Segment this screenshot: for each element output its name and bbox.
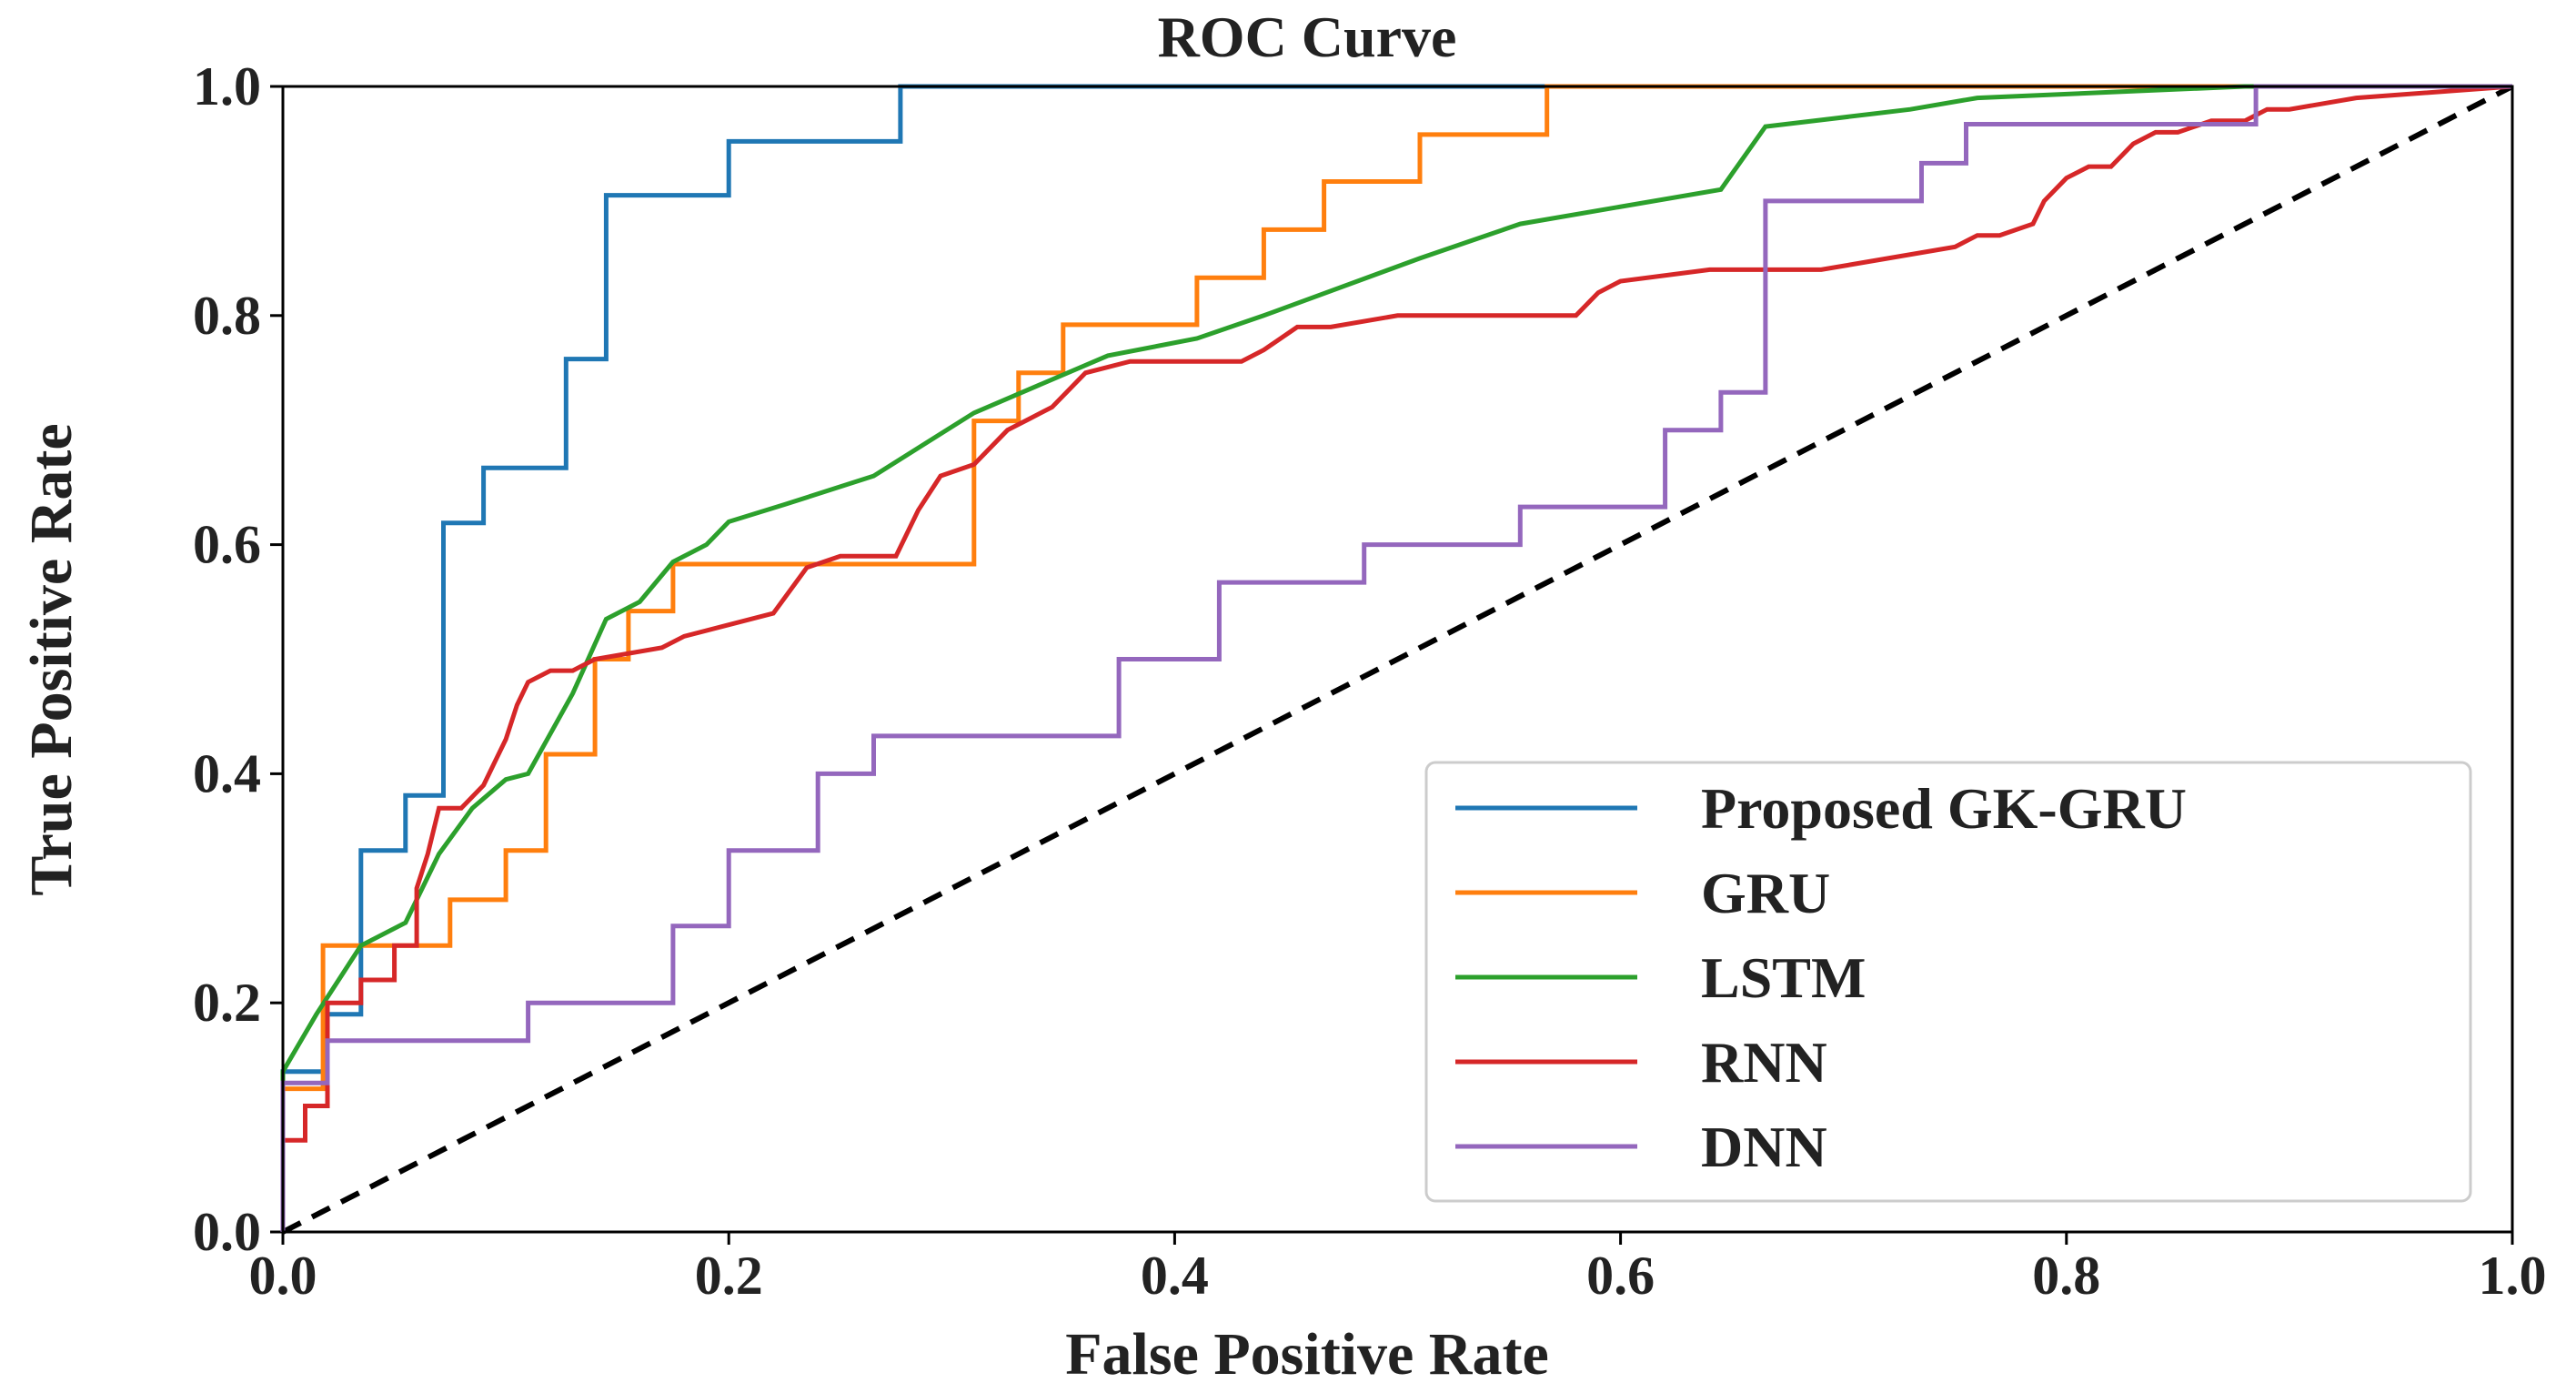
series-line-rnn [280, 84, 2513, 1232]
y-tick-label: 0.8 [193, 286, 261, 346]
legend-label: RNN [1701, 1030, 1827, 1095]
x-tick-label: 0.4 [1141, 1246, 1209, 1306]
plot-frame [281, 85, 2514, 1234]
series-line-proposed-gk-gru [280, 84, 2512, 1232]
series-line-dnn [280, 84, 2512, 1232]
legend: Proposed GK-GRU GRU LSTM RNN DNN [1424, 761, 2472, 1203]
y-tick-label: 0.4 [193, 743, 261, 803]
y-tick-label: 0.0 [193, 1202, 261, 1262]
x-tick-label: 0.8 [2032, 1246, 2100, 1306]
axis-ticks: 0.0 0.2 0.4 0.6 0.8 1.0 0.0 0.2 0.4 0.6 0.8 1.0 [193, 56, 2547, 1306]
x-axis-label: False Positive Rate [1065, 1321, 1549, 1388]
legend-label: DNN [1701, 1115, 1827, 1179]
y-tick-label: 0.2 [193, 973, 261, 1033]
plot-lines [280, 84, 2514, 1235]
series-line-gru [280, 84, 2512, 1232]
series-line-lstm [280, 84, 2512, 1232]
y-tick-label: 0.6 [193, 515, 261, 575]
x-tick-label: 0.2 [695, 1246, 763, 1306]
legend-label: GRU [1701, 861, 1830, 925]
x-tick-label: 0.6 [1586, 1246, 1655, 1306]
chance-line [281, 84, 2514, 1235]
x-tick-label: 0.0 [249, 1246, 317, 1306]
x-tick-label: 1.0 [2479, 1246, 2547, 1306]
legend-label: LSTM [1701, 945, 1866, 1010]
y-tick-label: 1.0 [193, 56, 261, 116]
chart-title: ROC Curve [1158, 5, 1457, 69]
y-axis-label: True Positive Rate [18, 423, 85, 895]
legend-box [1424, 761, 2472, 1203]
legend-label: Proposed GK-GRU [1701, 776, 2187, 841]
